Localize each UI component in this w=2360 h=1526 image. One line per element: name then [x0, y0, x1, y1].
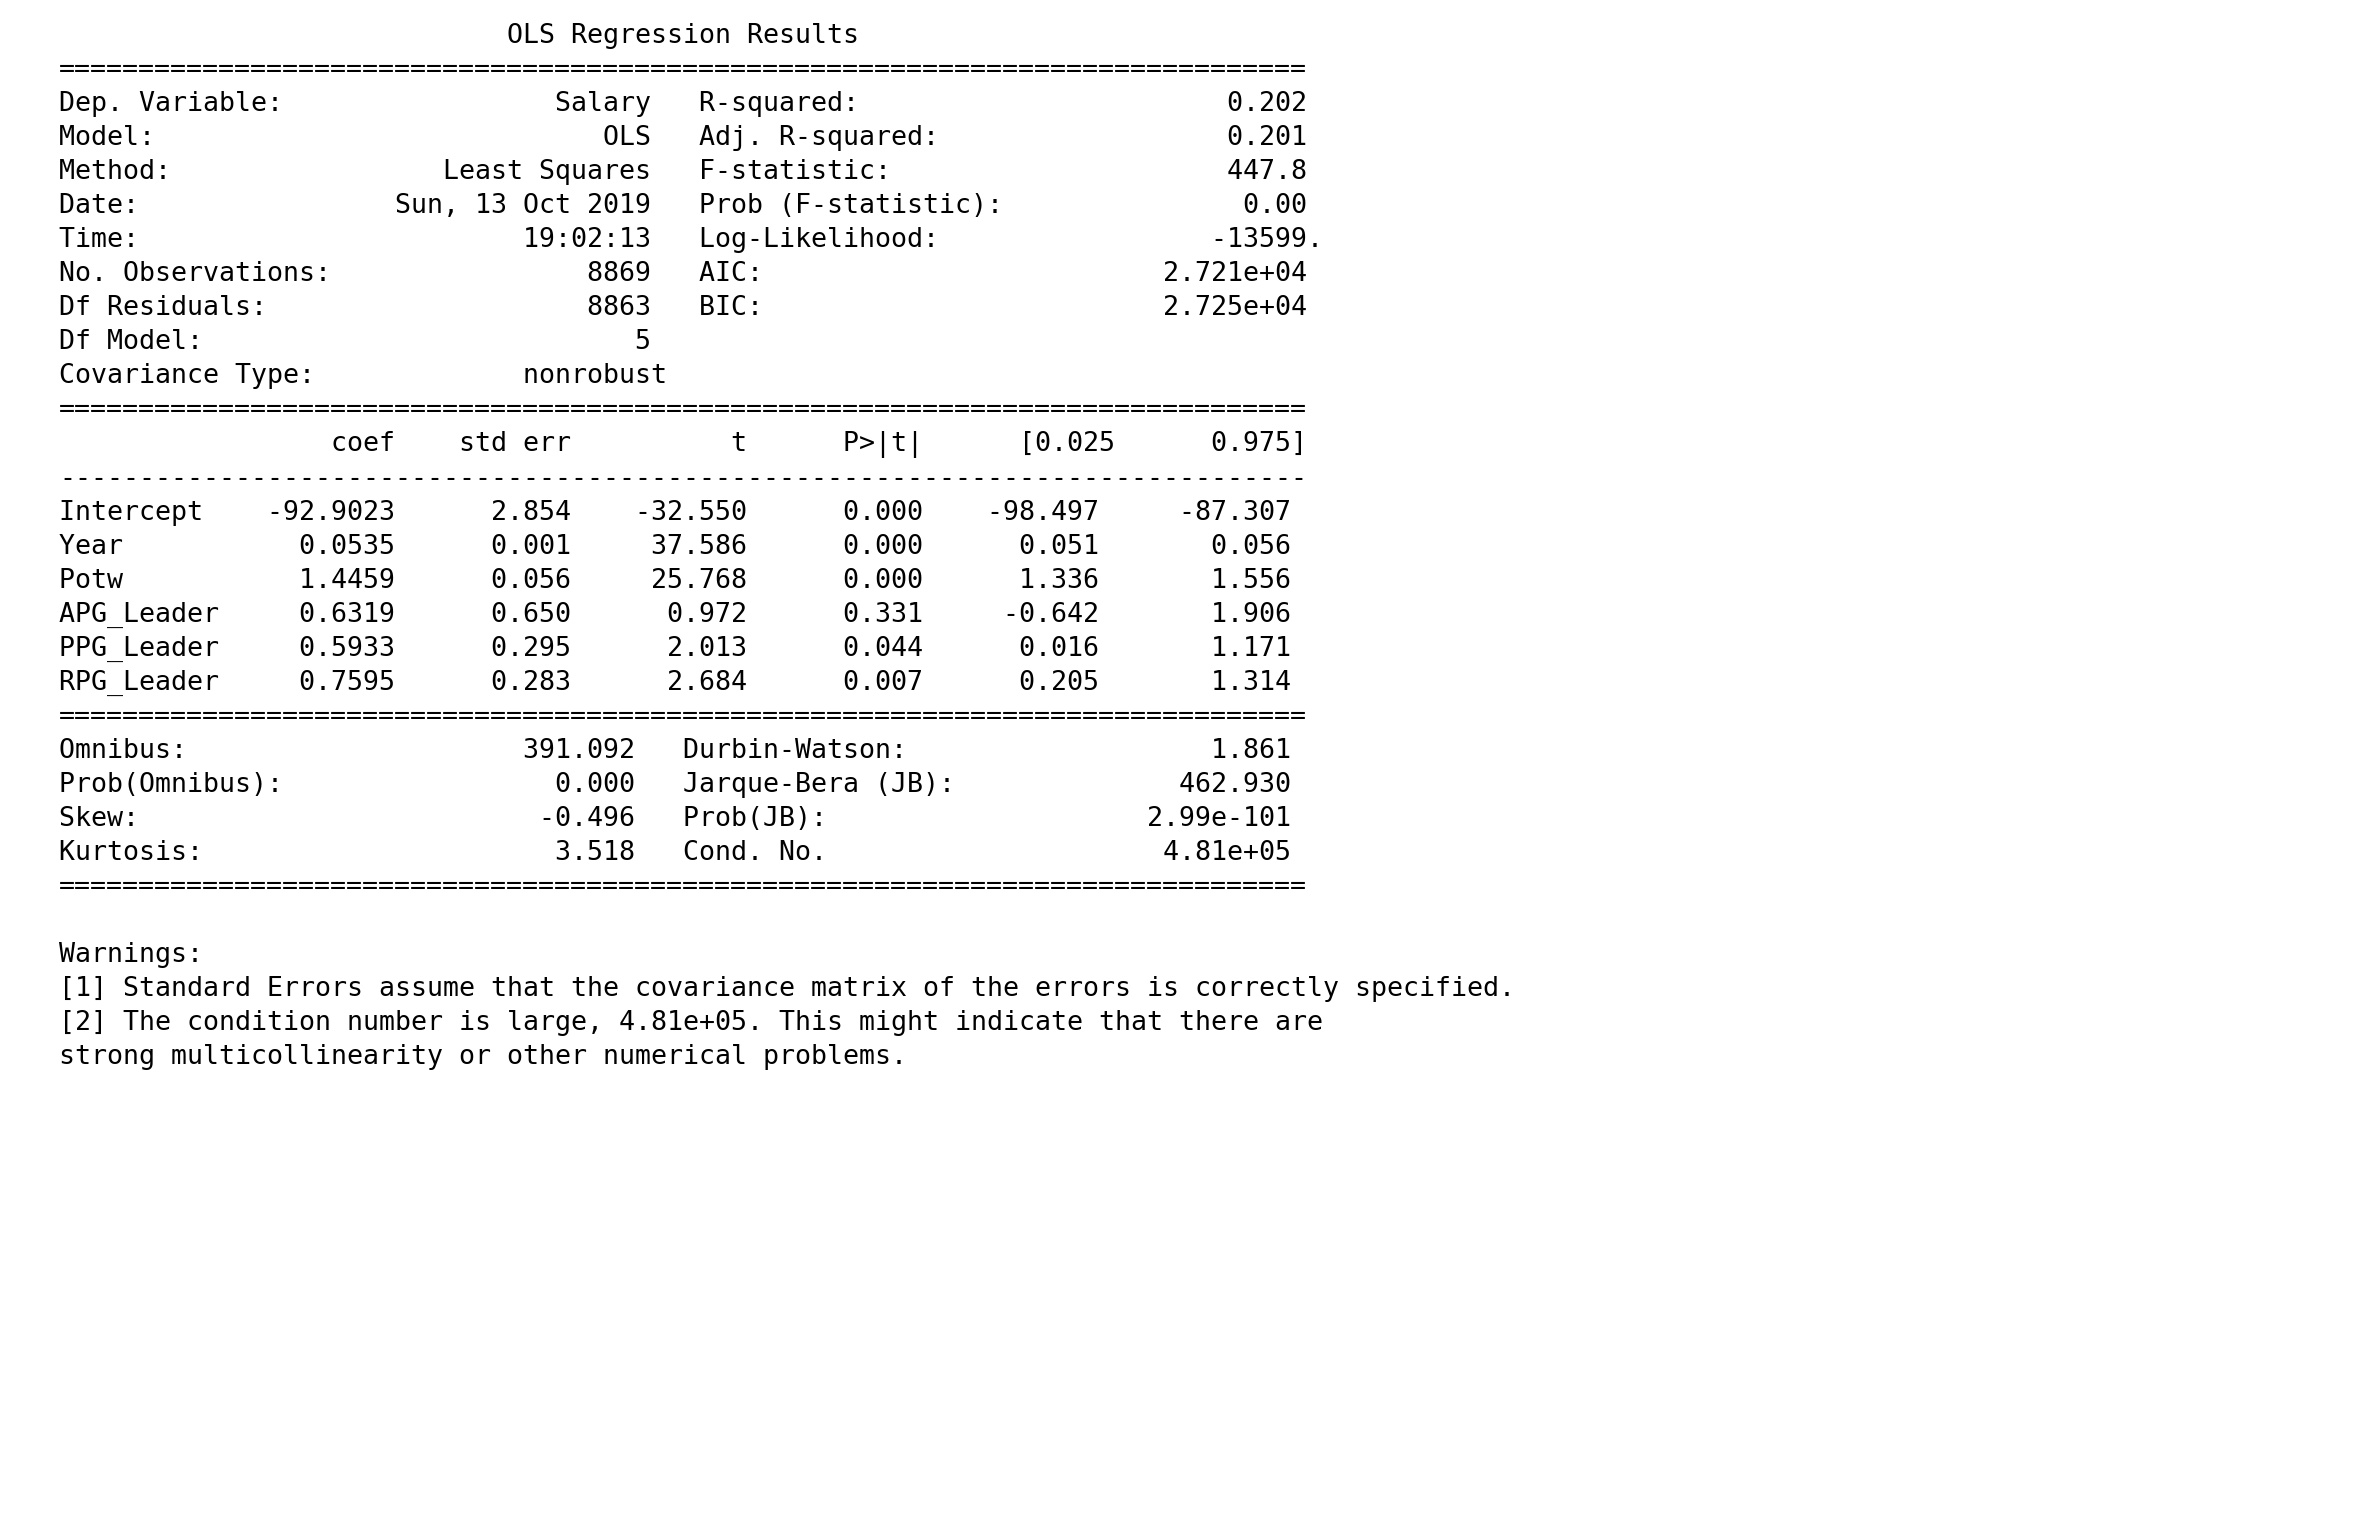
Text: OLS Regression Results                            
=============================: OLS Regression Results =================…: [59, 23, 1515, 1070]
